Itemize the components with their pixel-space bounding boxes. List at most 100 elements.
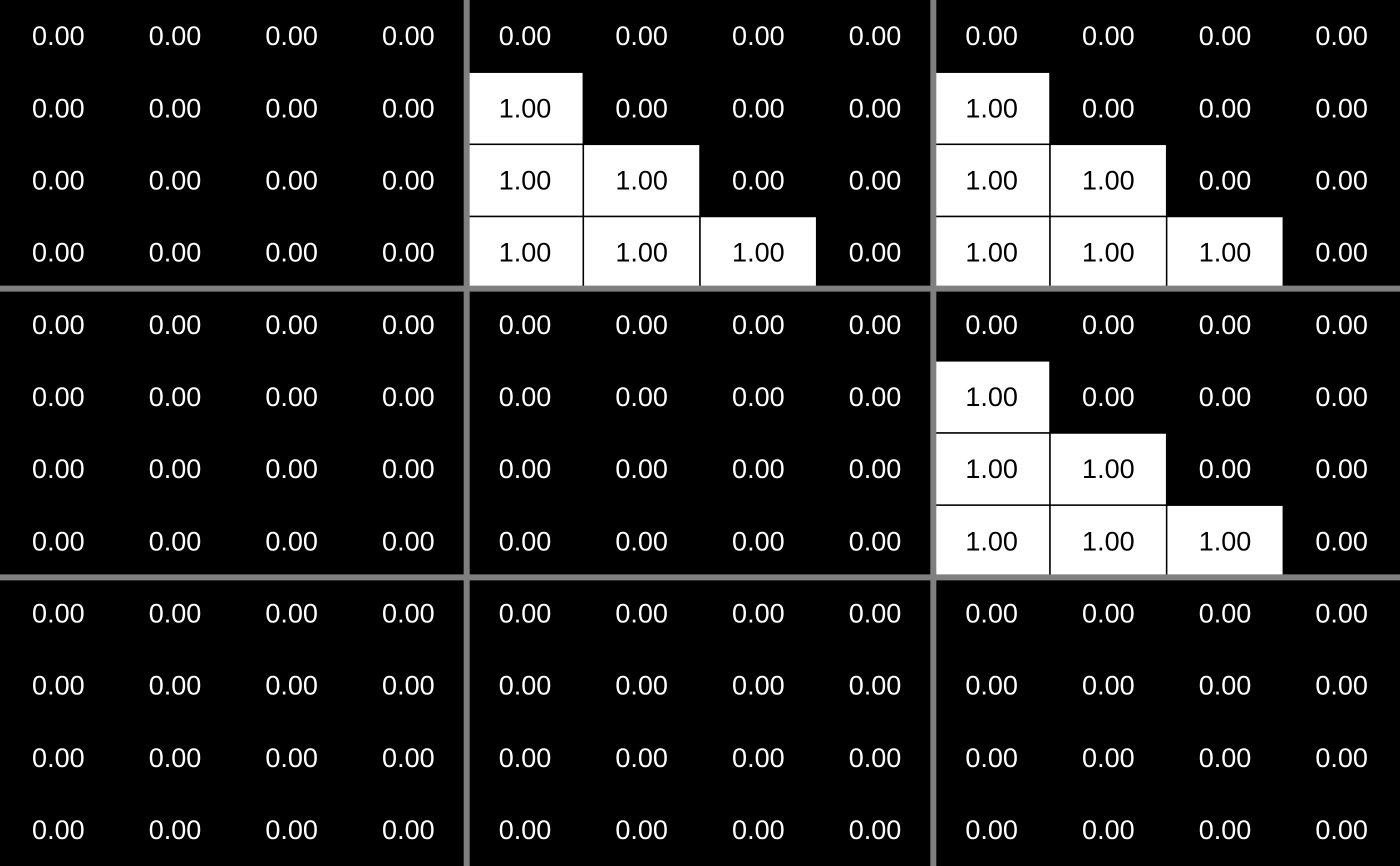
cell-value-label: 0.00	[499, 526, 552, 556]
heatmap-cell-r5-c11	[1283, 360, 1400, 433]
heatmap-cell-r8-c11	[1283, 577, 1400, 650]
heatmap-cell-r2-c4	[465, 143, 585, 218]
cell-value-label: 0.00	[1199, 671, 1252, 701]
cell-value-label: 1.00	[1082, 454, 1135, 484]
heatmap-cell-r1-c11	[1283, 72, 1400, 145]
heatmap-cell-r0-c1	[116, 0, 234, 73]
cell-value-label: 0.00	[1199, 165, 1252, 195]
cell-value-label: 0.00	[149, 238, 202, 268]
heatmap-cell-r11-c1	[116, 793, 234, 866]
cell-value-label: 0.00	[499, 743, 552, 773]
cell-value-label: 0.00	[1082, 382, 1135, 412]
heatmap-cell-r3-c9	[1049, 215, 1168, 290]
heatmap-cell-r5-c4	[466, 360, 584, 433]
heatmap-cell-r2-c7	[816, 144, 934, 217]
cell-value-label: 0.00	[499, 310, 552, 340]
cell-value-label: 0.00	[149, 165, 202, 195]
cell-value-label: 0.00	[265, 93, 318, 123]
heatmap-cell-r7-c7	[816, 505, 934, 578]
cell-value-label: 0.00	[32, 21, 85, 51]
cell-value-label: 0.00	[615, 743, 668, 773]
heatmap-cell-r4-c3	[350, 288, 467, 361]
heatmap-cell-r4-c4	[466, 288, 584, 361]
heatmap-cell-r7-c4	[466, 505, 584, 578]
heatmap-cell-r11-c0	[0, 793, 117, 866]
heatmap-cell-r1-c6	[700, 72, 817, 145]
heatmap-cell-r1-c0	[0, 72, 117, 145]
cell-value-label: 1.00	[499, 165, 552, 195]
cell-value-label: 0.00	[1199, 815, 1252, 845]
cell-value-label: 0.00	[32, 598, 85, 628]
cell-value-label: 0.00	[615, 310, 668, 340]
cell-value-label: 0.00	[149, 310, 202, 340]
heatmap-cell-r4-c11	[1283, 288, 1400, 361]
heatmap-cell-r6-c7	[816, 433, 934, 506]
heatmap-cell-r11-c10	[1166, 793, 1284, 866]
cell-value-label: 0.00	[32, 165, 85, 195]
cell-value-label: 0.00	[499, 382, 552, 412]
heatmap-cell-r9-c2	[233, 649, 350, 722]
cell-value-label: 0.00	[149, 671, 202, 701]
heatmap-cell-r2-c0	[0, 144, 117, 217]
heatmap-cell-r2-c9	[1049, 143, 1168, 218]
heatmap-cell-r9-c5	[583, 649, 700, 722]
cell-value-label: 0.00	[1315, 598, 1368, 628]
cell-value-label: 0.00	[1315, 93, 1368, 123]
heatmap-cell-r8-c4	[466, 577, 584, 650]
cell-value-label: 0.00	[499, 815, 552, 845]
cell-value-label: 0.00	[1315, 310, 1368, 340]
heatmap-cell-r10-c2	[233, 721, 350, 794]
cell-value-label: 0.00	[849, 93, 902, 123]
heatmap-cell-r5-c3	[350, 360, 467, 433]
cell-value-label: 1.00	[965, 526, 1018, 556]
cell-value-label: 0.00	[732, 671, 785, 701]
heatmap-cell-r6-c5	[583, 433, 700, 506]
cell-value-label: 1.00	[965, 165, 1018, 195]
heatmap-cell-r2-c5	[582, 143, 701, 218]
heatmap-cell-r1-c5	[583, 72, 700, 145]
cell-value-label: 0.00	[149, 93, 202, 123]
cell-value-label: 0.00	[32, 815, 85, 845]
heatmap-cell-r10-c7	[816, 721, 934, 794]
cell-value-label: 1.00	[965, 238, 1018, 268]
cell-value-label: 1.00	[965, 454, 1018, 484]
cell-value-label: 0.00	[615, 598, 668, 628]
heatmap-cell-r6-c2	[233, 433, 350, 506]
heatmap-cell-r1-c9	[1050, 72, 1167, 145]
cell-value-label: 0.00	[1082, 671, 1135, 701]
heatmap-cell-r6-c6	[700, 433, 817, 506]
cell-value-label: 0.00	[499, 598, 552, 628]
cell-value-label: 0.00	[32, 526, 85, 556]
cell-value-label: 0.00	[965, 671, 1018, 701]
heatmap-cell-r11-c5	[583, 793, 700, 866]
heatmap-cell-r6-c1	[116, 433, 234, 506]
heatmap-cell-r1-c2	[233, 72, 350, 145]
heatmap-cell-r10-c0	[0, 721, 117, 794]
cell-value-label: 0.00	[382, 743, 435, 773]
cell-value-label: 0.00	[732, 598, 785, 628]
cell-value-label: 0.00	[382, 382, 435, 412]
heatmap-cell-r8-c8	[933, 577, 1050, 650]
cell-value-label: 0.00	[732, 165, 785, 195]
heatmap-cell-r6-c4	[466, 433, 584, 506]
heatmap-cell-r0-c0	[0, 0, 117, 73]
cell-value-label: 0.00	[499, 671, 552, 701]
heatmap-cell-r3-c3	[350, 216, 467, 289]
cell-value-label: 1.00	[1199, 526, 1252, 556]
cell-value-label: 1.00	[615, 165, 668, 195]
cell-value-label: 0.00	[1082, 310, 1135, 340]
heatmap-cell-r11-c9	[1050, 793, 1167, 866]
heatmap-cell-r11-c7	[816, 793, 934, 866]
heatmap-cell-r8-c5	[583, 577, 700, 650]
cell-value-label: 0.00	[615, 382, 668, 412]
heatmap-cell-r9-c1	[116, 649, 234, 722]
cell-value-label: 1.00	[615, 238, 668, 268]
cell-value-label: 0.00	[265, 238, 318, 268]
heatmap-cell-r11-c4	[466, 793, 584, 866]
cell-value-label: 0.00	[965, 815, 1018, 845]
cell-value-label: 0.00	[615, 815, 668, 845]
cell-value-label: 0.00	[615, 21, 668, 51]
